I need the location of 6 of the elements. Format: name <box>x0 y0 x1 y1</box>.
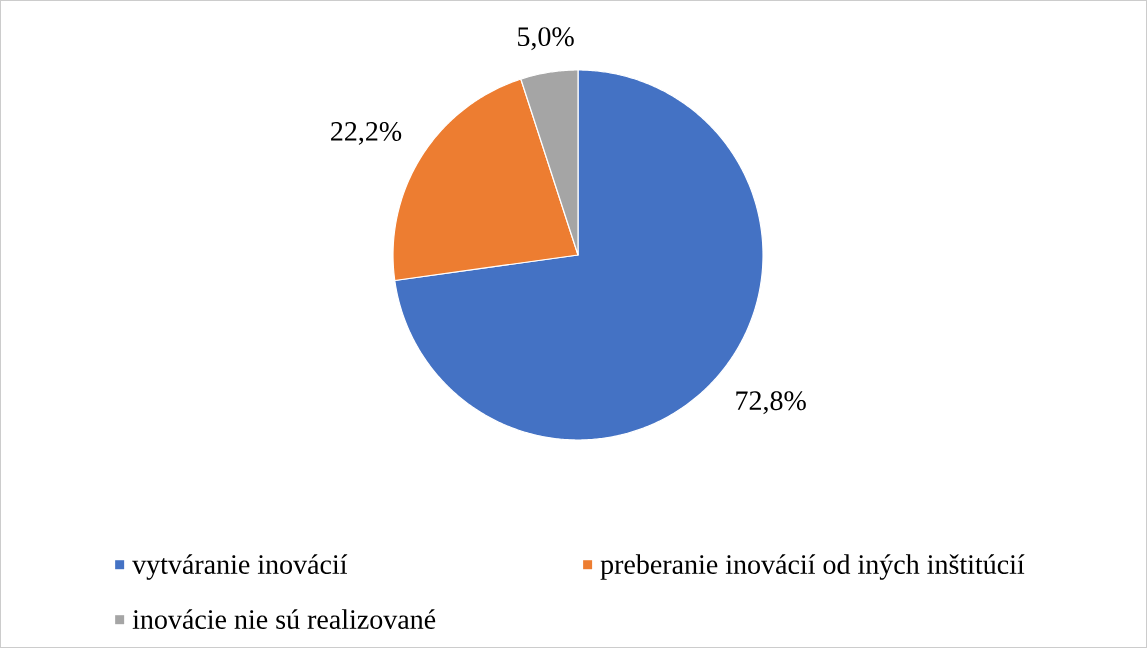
data-label: 5,0% <box>518 27 574 51</box>
legend-label: preberanie inovácií od iných inštitúcií <box>600 554 1025 580</box>
data-label: 72,8% <box>736 391 806 415</box>
data-label: 22,2% <box>331 121 402 145</box>
legend-label: vytváranie inovácií <box>132 554 348 580</box>
legend-label: inovácie nie sú realizované <box>132 609 436 629</box>
